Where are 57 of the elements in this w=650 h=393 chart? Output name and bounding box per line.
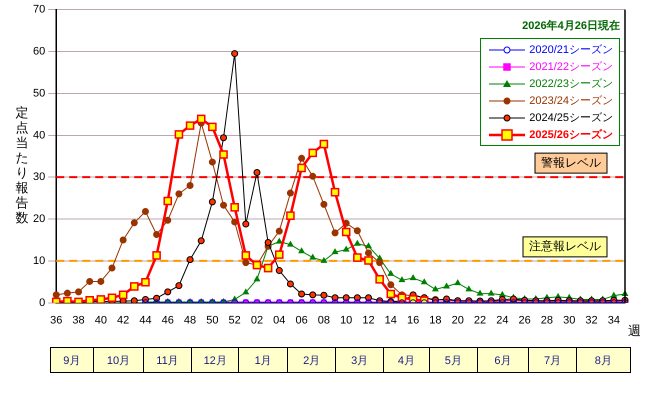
ref-line-label: 警報レベル <box>541 155 601 170</box>
text: 5月 <box>430 347 478 373</box>
x-tick-label: 52 <box>228 314 241 326</box>
x-tick-label: 12 <box>362 314 375 326</box>
legend-label: 2020/21シーズン <box>529 43 613 57</box>
text: 9月 <box>50 347 94 373</box>
text: 4月 <box>384 347 430 373</box>
legend-label: 2024/25シーズン <box>529 111 613 125</box>
x-tick-label: 04 <box>273 314 286 326</box>
text: 8月 <box>577 347 631 373</box>
y-axis-title: 定点当たり報告数 <box>14 105 30 225</box>
legend-label: 2023/24シーズン <box>529 94 613 108</box>
x-tick-label: 34 <box>608 314 620 326</box>
x-tick-label: 36 <box>50 314 62 326</box>
text: 1月 <box>239 347 288 373</box>
x-tick-label: 40 <box>94 314 107 326</box>
x-tick-label: 08 <box>318 314 330 326</box>
x-tick-label: 44 <box>139 314 152 326</box>
text: 6月 <box>478 347 530 373</box>
ref-line-label: 注意報レベル <box>529 239 601 254</box>
legend-label: 2025/26シーズン <box>529 128 613 142</box>
text: 3月 <box>336 347 384 373</box>
text: 12月 <box>192 347 240 373</box>
x-tick-label: 18 <box>429 314 442 326</box>
x-tick-label: 16 <box>406 314 420 326</box>
legend-label: 2021/22シーズン <box>529 60 613 74</box>
x-tick-label: 26 <box>518 314 531 326</box>
x-tick-label: 38 <box>72 314 85 326</box>
x-tick-label: 06 <box>295 314 308 326</box>
x-tick-label: 20 <box>452 314 464 326</box>
text: 2月 <box>288 347 336 373</box>
y-tick-label: 70 <box>32 4 46 16</box>
x-tick-label: 14 <box>384 314 397 326</box>
x-tick-label: 32 <box>585 314 598 326</box>
legend-title: 2026年4月26日現在 <box>522 18 620 33</box>
x-axis-title: 週 <box>628 322 641 340</box>
x-tick-label: 02 <box>250 314 264 326</box>
x-tick-label: 24 <box>496 314 508 326</box>
y-tick-label: 30 <box>32 171 46 184</box>
x-tick-label: 48 <box>184 314 196 326</box>
x-tick-label: 46 <box>162 314 174 326</box>
y-tick-label: 10 <box>32 254 46 267</box>
x-tick-label: 30 <box>563 314 576 326</box>
y-tick-label: 20 <box>32 213 46 226</box>
text: 7月 <box>529 347 578 373</box>
text: 11月 <box>144 347 192 373</box>
y-tick-label: 0 <box>39 296 46 309</box>
y-tick-label: 40 <box>32 129 46 142</box>
y-tick-label: 60 <box>32 46 46 58</box>
legend-label: 2022/23シーズン <box>529 77 613 91</box>
text: 10月 <box>94 347 144 373</box>
x-tick-label: 50 <box>206 314 218 326</box>
x-tick-label: 10 <box>340 314 352 326</box>
x-tick-label: 22 <box>474 314 486 326</box>
x-tick-label: 42 <box>117 314 130 326</box>
x-tick-label: 28 <box>540 314 554 326</box>
y-tick-label: 50 <box>32 87 46 100</box>
